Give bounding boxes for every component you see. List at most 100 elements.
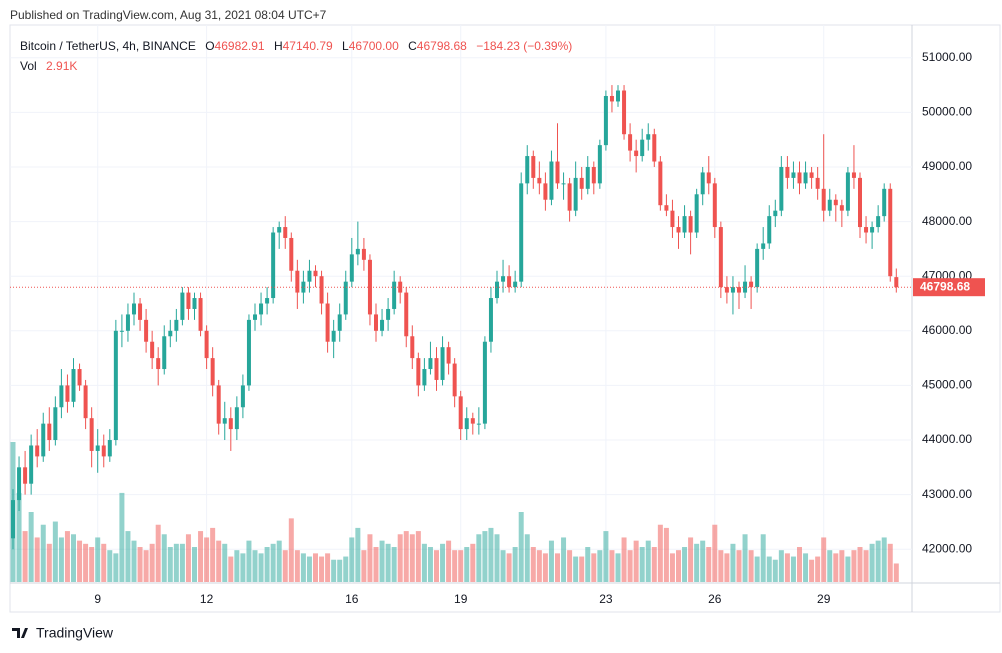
- volume-bar: [185, 534, 191, 582]
- volume-bar: [282, 550, 288, 582]
- volume-bar: [621, 537, 627, 582]
- volume-bar: [83, 543, 89, 582]
- candle-body: [47, 423, 52, 441]
- volume-bar: [252, 550, 258, 582]
- volume-bar: [536, 550, 542, 582]
- candle-body: [718, 227, 723, 288]
- candle-body: [361, 248, 366, 260]
- volume-bar: [748, 550, 754, 582]
- volume-bar: [476, 534, 482, 582]
- candle-body: [591, 166, 596, 184]
- candle-body: [864, 227, 869, 233]
- volume-bar: [258, 553, 264, 582]
- candle-body: [579, 177, 584, 189]
- volume-bar: [573, 556, 579, 582]
- candle-body: [259, 303, 264, 315]
- candle-body: [265, 298, 270, 304]
- candle-body: [470, 418, 475, 424]
- volume-bar: [809, 559, 815, 582]
- candle-body: [325, 303, 330, 342]
- l: 46700.00: [349, 39, 399, 53]
- volume-bar: [434, 550, 439, 582]
- volume-bar: [319, 556, 325, 582]
- candle-body: [65, 385, 70, 402]
- candle-body: [422, 369, 427, 386]
- candle-body: [525, 156, 530, 184]
- volume-bar: [542, 553, 548, 582]
- candle-body: [35, 445, 40, 457]
- candle-body: [198, 298, 203, 331]
- candle-body: [664, 205, 669, 211]
- brand: TradingView: [36, 625, 114, 641]
- candle-body: [603, 95, 608, 146]
- candle-body: [851, 172, 856, 178]
- volume-bar: [603, 531, 609, 582]
- candle-body: [501, 276, 506, 282]
- volume-bar: [240, 553, 246, 582]
- volume-bar: [52, 521, 58, 582]
- legend: Bitcoin / TetherUS, 4h, BINANCE O46982.9…: [20, 39, 572, 53]
- volume-bar: [173, 543, 179, 582]
- volume-bar: [427, 547, 433, 582]
- x-tick-label: 16: [345, 592, 359, 606]
- volume-bar: [95, 537, 101, 582]
- l-key: L: [342, 39, 349, 53]
- candle-body: [773, 210, 778, 217]
- volume-bar: [530, 547, 536, 582]
- volume-bar: [833, 553, 839, 582]
- candle-body: [452, 363, 457, 397]
- candle-body: [53, 407, 58, 441]
- candle-body: [416, 358, 421, 386]
- candle-body: [858, 177, 862, 228]
- frame: [9, 24, 1001, 613]
- volume-bar: [845, 556, 851, 582]
- volume-bar: [663, 527, 669, 582]
- volume-bar: [403, 531, 409, 582]
- logo: TradingView: [12, 625, 114, 641]
- candle-body: [585, 166, 590, 189]
- candle-body: [628, 134, 633, 151]
- volume-bar: [415, 531, 421, 582]
- candle-body: [404, 292, 409, 337]
- volume-bar: [724, 553, 730, 582]
- volume-bar: [464, 547, 470, 582]
- candle-body: [458, 396, 463, 430]
- volume-bar: [609, 550, 615, 582]
- volume-bar: [500, 550, 506, 582]
- candle-body: [894, 277, 899, 288]
- y-tick-label: 43000.00: [922, 487, 972, 501]
- candle-body: [779, 166, 784, 211]
- candle-body: [386, 308, 391, 320]
- candle-body: [797, 172, 802, 184]
- candle-body: [724, 287, 729, 293]
- candle-body: [307, 270, 312, 282]
- published: Published on TradingView.com, Aug 31, 20…: [10, 8, 327, 22]
- volume-bar: [343, 556, 349, 582]
- volume-bar: [827, 550, 833, 582]
- candle-body: [337, 314, 342, 331]
- candle-body: [622, 90, 627, 135]
- grid: [10, 25, 912, 583]
- candle-body: [634, 150, 639, 157]
- candle-body: [652, 134, 657, 162]
- volume-bar: [512, 547, 518, 582]
- candle-body: [234, 407, 239, 430]
- volume-bar: [627, 550, 633, 582]
- candle-body: [253, 314, 257, 320]
- candle-body: [434, 358, 439, 380]
- volume-bar: [107, 550, 113, 582]
- x-tick-label: 29: [817, 592, 831, 606]
- volume-bar: [222, 543, 228, 582]
- volume-bar: [167, 547, 173, 582]
- candle-body: [682, 216, 687, 233]
- c-key: C: [408, 39, 417, 53]
- y-tick-label: 45000.00: [922, 378, 972, 392]
- candle-body: [561, 183, 566, 185]
- candle-body: [755, 248, 760, 288]
- volume-bar: [367, 534, 373, 582]
- volume-bar: [149, 543, 155, 582]
- volume-bar: [548, 540, 554, 582]
- volume-bar: [730, 543, 736, 582]
